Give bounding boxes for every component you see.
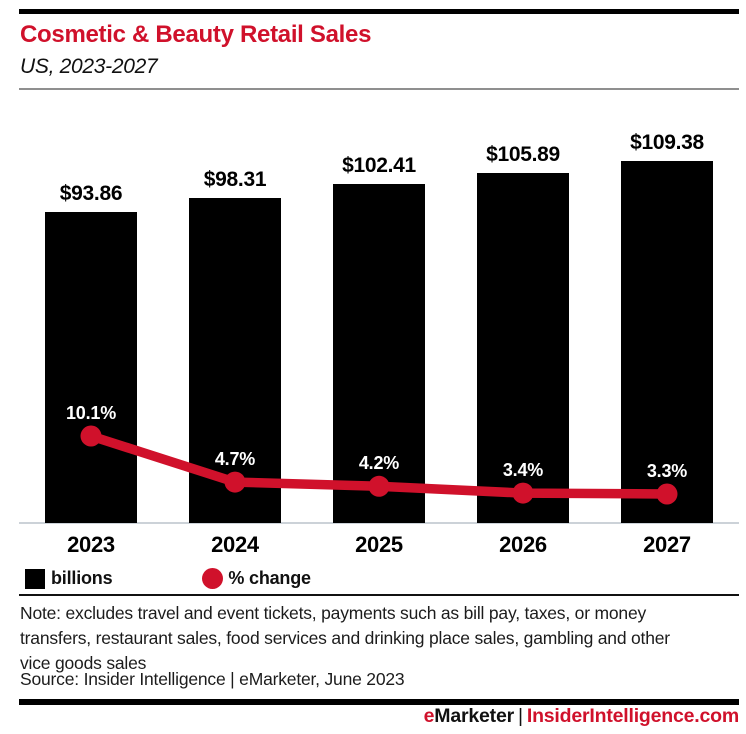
x-axis-label-2027: 2027 [643, 532, 691, 557]
pct-change-swatch-icon [202, 568, 224, 589]
bar-value-label-2023: $93.86 [59, 182, 123, 206]
page-title: Cosmetic & Beauty Retail Sales [20, 21, 372, 48]
footer-top-rule [19, 699, 739, 705]
note-line-3: vice goods sales [20, 653, 147, 673]
footer-site-link[interactable]: InsiderIntelligence.com [526, 705, 739, 727]
pct-change-label-2027: 3.3% [646, 461, 688, 481]
x-axis-line [19, 522, 739, 524]
x-axis-label-2024: 2024 [211, 532, 259, 557]
x-axis-label-2023: 2023 [67, 532, 115, 557]
pct-change-label-2024: 4.7% [214, 449, 256, 470]
page-subtitle: US, 2023-2027 [20, 55, 158, 78]
bar-2023 [45, 212, 137, 523]
bar-2024 [189, 197, 281, 523]
note-text: Note: excludes travel and event tickets,… [20, 601, 670, 676]
x-axis-label-2026: 2026 [499, 532, 547, 557]
x-axis-label-2025: 2025 [355, 532, 403, 557]
footer-branding: eMarketer | InsiderIntelligence.com [19, 705, 740, 728]
bar-value-label-2026: $105.89 [486, 142, 560, 166]
bar-value-label-2024: $98.31 [203, 167, 267, 191]
header-top-rule [19, 9, 739, 14]
header-divider [19, 88, 739, 90]
billions-swatch-icon [25, 568, 45, 589]
pct-change-label-2023: 10.1% [65, 403, 117, 423]
brand-emarketer-rest: Marketer [434, 705, 514, 727]
legend-divider [19, 594, 739, 596]
bar-value-label-2025: $102.41 [342, 154, 416, 178]
pct-change-label-2025: 4.2% [358, 453, 400, 474]
chart-legend: billions % change [25, 568, 311, 589]
footer-separator: | [517, 705, 523, 727]
note-line-1: Note: excludes travel and event tickets,… [20, 603, 647, 623]
pct-change-label-2026: 3.4% [502, 460, 544, 481]
note-line-2: transfers, restaurant sales, food servic… [20, 628, 670, 648]
source-text: Source: Insider Intelligence | eMarketer… [20, 669, 405, 689]
legend-label-billions: billions [51, 568, 113, 588]
brand-emarketer-e: e [423, 705, 435, 727]
legend-label-pct-change: % change [228, 568, 311, 588]
bar-value-label-2027: $109.38 [630, 131, 704, 154]
